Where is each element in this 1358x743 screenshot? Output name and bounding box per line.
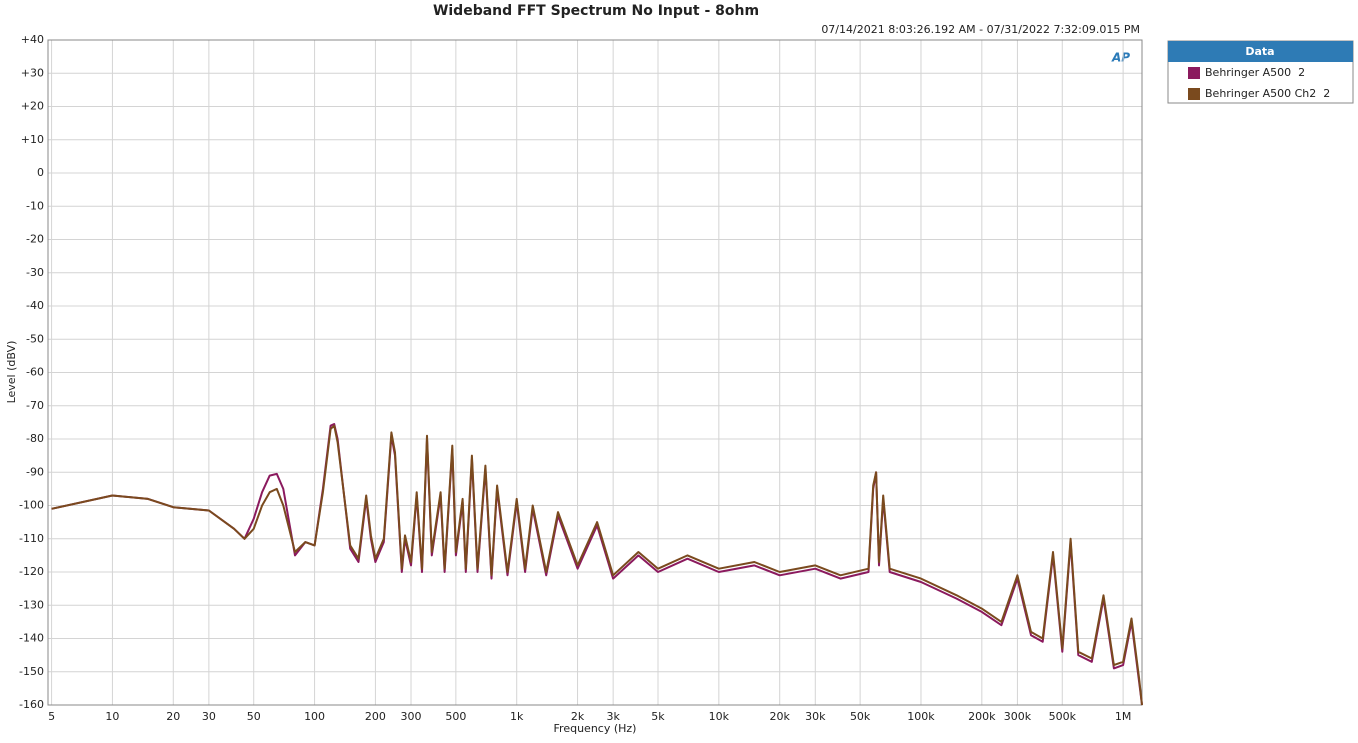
x-tick-label: 30 bbox=[202, 710, 216, 723]
y-tick-label: -100 bbox=[19, 499, 44, 512]
x-tick-label: 50k bbox=[850, 710, 871, 723]
x-tick-label: 20k bbox=[770, 710, 791, 723]
y-tick-label: -110 bbox=[19, 532, 44, 545]
legend-label: Behringer A500 Ch2 2 bbox=[1205, 87, 1330, 100]
y-tick-label: 0 bbox=[37, 166, 44, 179]
x-tick-label: 2k bbox=[571, 710, 585, 723]
legend-header bbox=[1168, 41, 1353, 62]
legend-title: Data bbox=[1245, 45, 1274, 58]
y-tick-label: -50 bbox=[26, 332, 44, 345]
x-tick-label: 50 bbox=[247, 710, 261, 723]
x-tick-label: 100 bbox=[304, 710, 325, 723]
y-tick-label: -40 bbox=[26, 299, 44, 312]
x-tick-label: 500 bbox=[445, 710, 466, 723]
x-tick-label: 200k bbox=[968, 710, 996, 723]
y-tick-label: -60 bbox=[26, 366, 44, 379]
y-tick-label: -90 bbox=[26, 465, 44, 478]
y-tick-label: +20 bbox=[21, 100, 44, 113]
x-tick-label: 30k bbox=[805, 710, 826, 723]
x-tick-label: 1M bbox=[1115, 710, 1132, 723]
legend-swatch bbox=[1188, 67, 1200, 79]
chart-subtitle: 07/14/2021 8:03:26.192 AM - 07/31/2022 7… bbox=[821, 23, 1140, 36]
y-tick-label: -140 bbox=[19, 632, 44, 645]
x-tick-label: 500k bbox=[1049, 710, 1077, 723]
y-tick-label: -10 bbox=[26, 199, 44, 212]
y-tick-label: +40 bbox=[21, 33, 44, 46]
legend-swatch bbox=[1188, 88, 1200, 100]
plot-frame bbox=[47, 39, 1143, 706]
series-line bbox=[51, 424, 1143, 706]
x-tick-label: 5 bbox=[48, 710, 55, 723]
y-tick-label: +30 bbox=[21, 66, 44, 79]
y-tick-label: -80 bbox=[26, 432, 44, 445]
x-tick-label: 300k bbox=[1004, 710, 1032, 723]
y-tick-label: -120 bbox=[19, 565, 44, 578]
logo: AP bbox=[1111, 51, 1130, 65]
x-tick-label: 20 bbox=[166, 710, 180, 723]
y-tick-label: -160 bbox=[19, 698, 44, 711]
x-axis-label: Frequency (Hz) bbox=[554, 722, 637, 735]
y-tick-label: -150 bbox=[19, 665, 44, 678]
x-tick-label: 3k bbox=[606, 710, 620, 723]
y-tick-label: -20 bbox=[26, 233, 44, 246]
y-tick-label: -70 bbox=[26, 399, 44, 412]
x-tick-label: 5k bbox=[651, 710, 665, 723]
x-tick-label: 100k bbox=[907, 710, 935, 723]
x-tick-label: 10k bbox=[709, 710, 730, 723]
x-tick-label: 10 bbox=[105, 710, 119, 723]
y-tick-label: -130 bbox=[19, 598, 44, 611]
y-tick-label: -30 bbox=[26, 266, 44, 279]
x-tick-label: 200 bbox=[365, 710, 386, 723]
legend-label: Behringer A500 2 bbox=[1205, 66, 1305, 79]
chart-title: Wideband FFT Spectrum No Input - 8ohm bbox=[433, 3, 759, 19]
x-tick-label: 1k bbox=[510, 710, 524, 723]
x-tick-label: 300 bbox=[401, 710, 422, 723]
y-axis-label: Level (dBV) bbox=[5, 341, 18, 404]
y-tick-label: +10 bbox=[21, 133, 44, 146]
